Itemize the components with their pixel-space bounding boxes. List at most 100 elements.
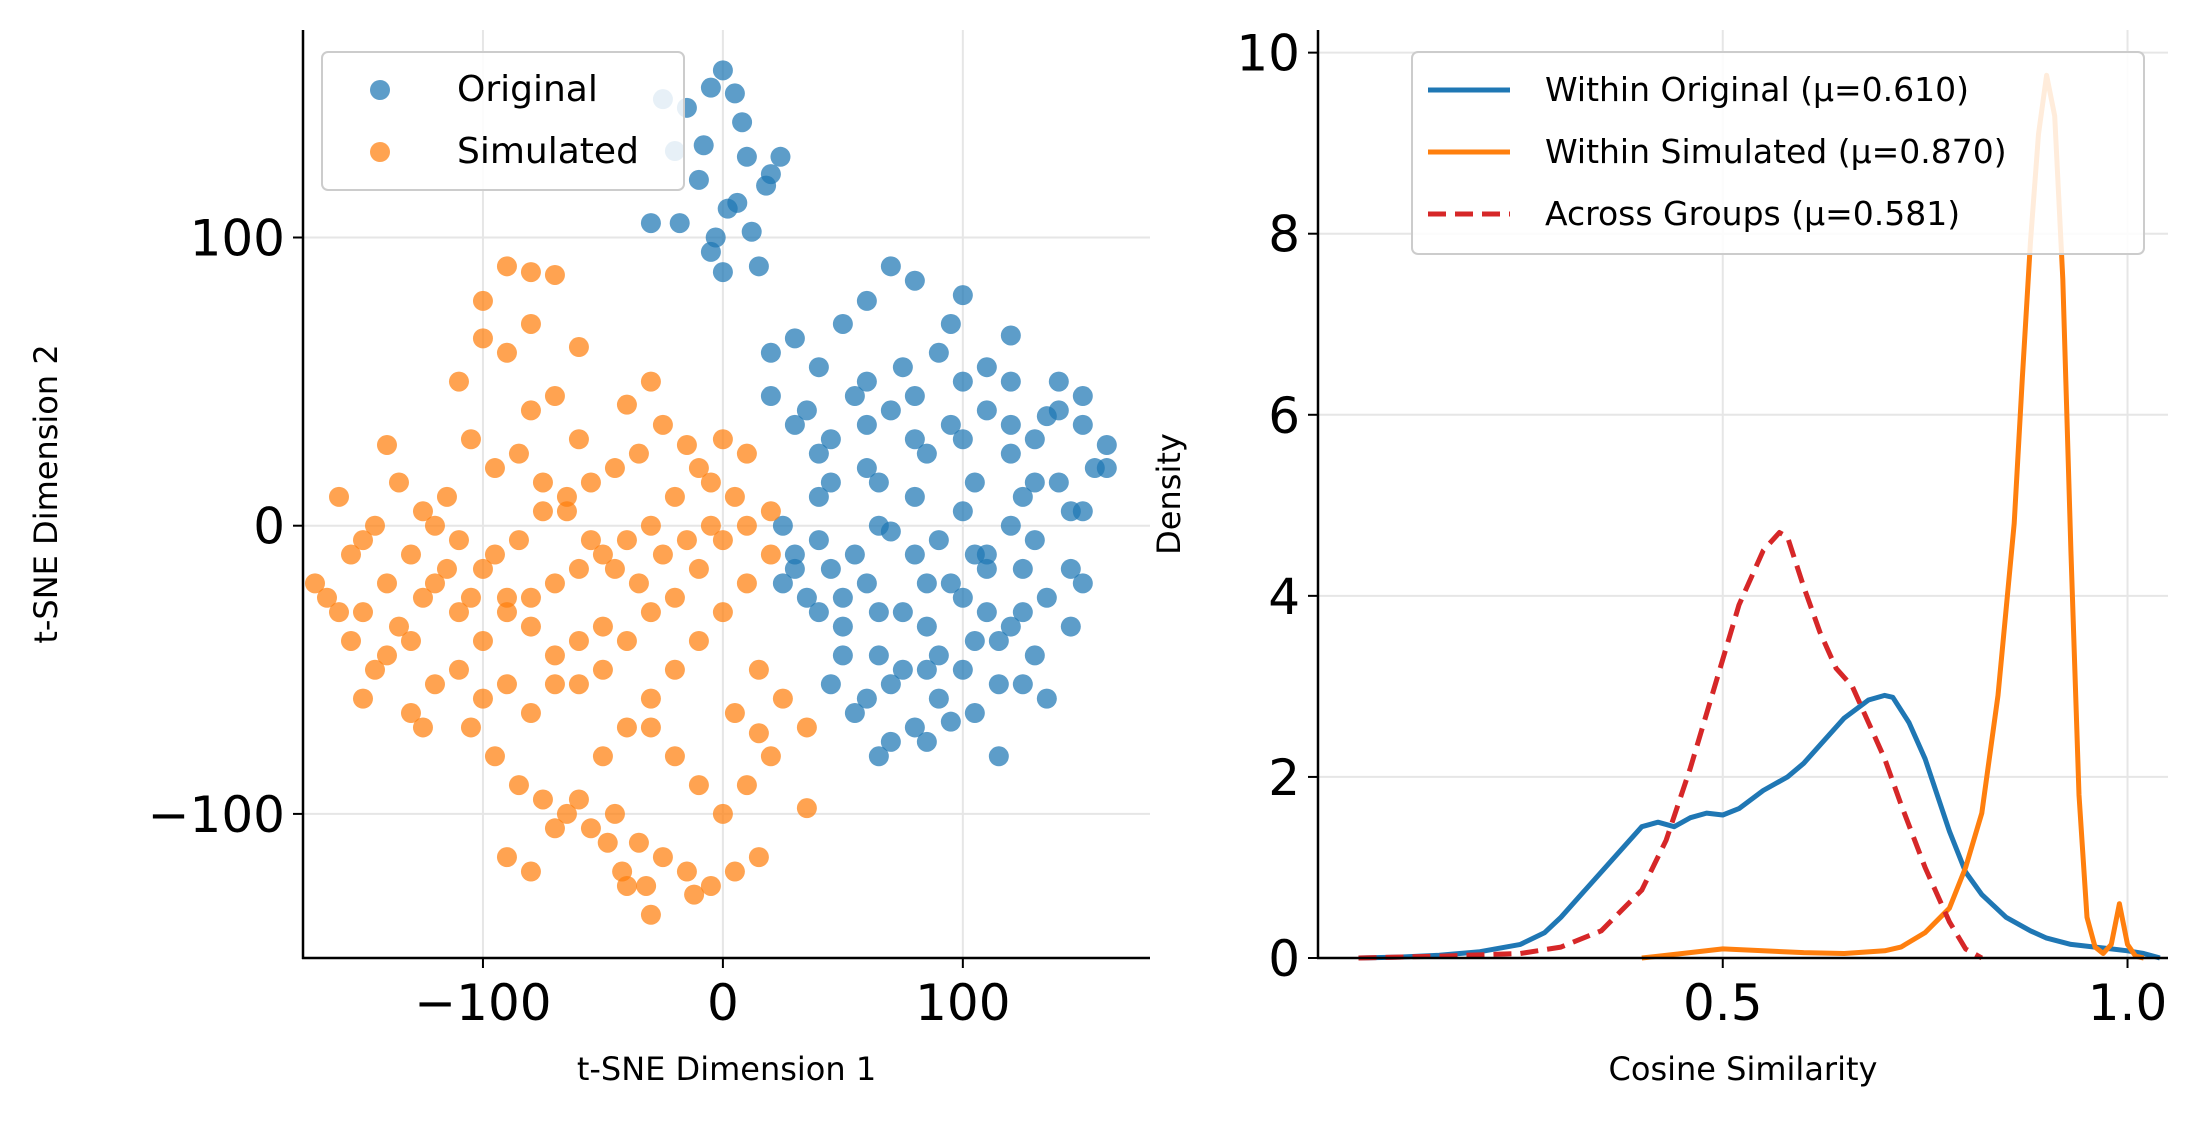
scatter-point	[1024, 429, 1045, 450]
scatter-point	[1096, 458, 1117, 479]
scatter-point	[844, 703, 865, 724]
scatter-point	[808, 486, 829, 507]
scatter-point	[304, 573, 325, 594]
scatter-point	[424, 674, 445, 695]
scatter-point	[724, 83, 745, 104]
scatter-point	[1060, 558, 1081, 579]
scatter-point	[616, 717, 637, 738]
scatter-point	[652, 414, 673, 435]
scatter-point	[1012, 674, 1033, 695]
scatter-point	[1096, 435, 1117, 456]
scatter-point	[652, 847, 673, 868]
scatter-point	[700, 77, 721, 98]
scatter-point	[676, 530, 697, 551]
scatter-point	[340, 544, 361, 565]
scatter-point	[904, 486, 925, 507]
scatter-point	[700, 472, 721, 493]
scatter-point	[880, 400, 901, 421]
scatter-point	[592, 544, 613, 565]
scatter-point	[748, 256, 769, 277]
scatter-point	[328, 486, 349, 507]
scatter-point	[760, 544, 781, 565]
scatter-point	[868, 515, 889, 536]
x-axis-label: Cosine Similarity	[1609, 1050, 1878, 1088]
scatter-point	[592, 616, 613, 637]
scatter-point	[460, 587, 481, 608]
scatter-point	[532, 501, 553, 522]
scatter-point	[952, 501, 973, 522]
scatter-point	[448, 659, 469, 680]
scatter-point	[376, 435, 397, 456]
legend-label-2: Across Groups (μ=0.581)	[1545, 194, 1960, 233]
scatter-point	[940, 414, 961, 435]
scatter-point	[808, 357, 829, 378]
scatter-point	[628, 573, 649, 594]
scatter-point	[684, 884, 705, 905]
scatter-point	[868, 602, 889, 623]
scatter-point	[748, 847, 769, 868]
scatter-point	[856, 290, 877, 311]
scatter-point	[772, 573, 793, 594]
scatter-point	[664, 659, 685, 680]
scatter-point	[724, 861, 745, 882]
scatter-point	[1012, 602, 1033, 623]
scatter-point	[784, 544, 805, 565]
scatter-point	[520, 313, 541, 334]
scatter-point	[352, 602, 373, 623]
scatter-point	[736, 775, 757, 796]
scatter-point	[760, 342, 781, 363]
scatter-point	[1000, 515, 1021, 536]
scatter-point	[400, 544, 421, 565]
scatter-point	[388, 616, 409, 637]
scatter-point	[676, 861, 697, 882]
scatter-point	[964, 703, 985, 724]
scatter-point	[328, 602, 349, 623]
scatter-point	[904, 544, 925, 565]
scatter-point	[412, 501, 433, 522]
scatter-point	[772, 688, 793, 709]
y-tick-label: 8	[1268, 206, 1300, 264]
scatter-point	[496, 342, 517, 363]
scatter-point	[436, 486, 457, 507]
scatter-point	[712, 429, 733, 450]
scatter-point	[741, 221, 762, 242]
scatter-point	[472, 688, 493, 709]
scatter-point	[712, 262, 733, 283]
y-tick-label: −100	[148, 786, 285, 844]
scatter-point	[808, 530, 829, 551]
scatter-point	[520, 262, 541, 283]
legend: Original Simulated	[321, 51, 685, 191]
legend: Within Original (μ=0.610) Within Simulate…	[1411, 51, 2145, 255]
scatter-point	[724, 486, 745, 507]
scatter-point	[448, 530, 469, 551]
scatter-point	[508, 530, 529, 551]
scatter-point	[1048, 472, 1069, 493]
scatter-point	[832, 313, 853, 334]
density-line-0	[1358, 692, 2161, 961]
scatter-point	[712, 803, 733, 824]
scatter-point	[784, 558, 805, 579]
x-axis-label: t-SNE Dimension 1	[577, 1050, 876, 1088]
scatter-point	[484, 746, 505, 767]
scatter-point	[640, 602, 661, 623]
scatter-point	[640, 213, 661, 234]
scatter-point	[760, 386, 781, 407]
scatter-point	[940, 313, 961, 334]
x-tick-label: −100	[414, 974, 551, 1032]
scatter-point	[712, 60, 733, 81]
scatter-point	[736, 515, 757, 536]
scatter-point	[556, 501, 577, 522]
scatter-point	[544, 818, 565, 839]
scatter-point	[856, 688, 877, 709]
scatter-point	[544, 264, 565, 285]
scatter-point	[1000, 371, 1021, 392]
scatter-point	[508, 775, 529, 796]
scatter-point	[640, 515, 661, 536]
scatter-point	[796, 587, 817, 608]
scatter-point	[472, 328, 493, 349]
scatter-point	[628, 832, 649, 853]
scatter-point	[472, 630, 493, 651]
scatter-point	[700, 515, 721, 536]
scatter-point	[976, 357, 997, 378]
scatter-point	[1072, 501, 1093, 522]
